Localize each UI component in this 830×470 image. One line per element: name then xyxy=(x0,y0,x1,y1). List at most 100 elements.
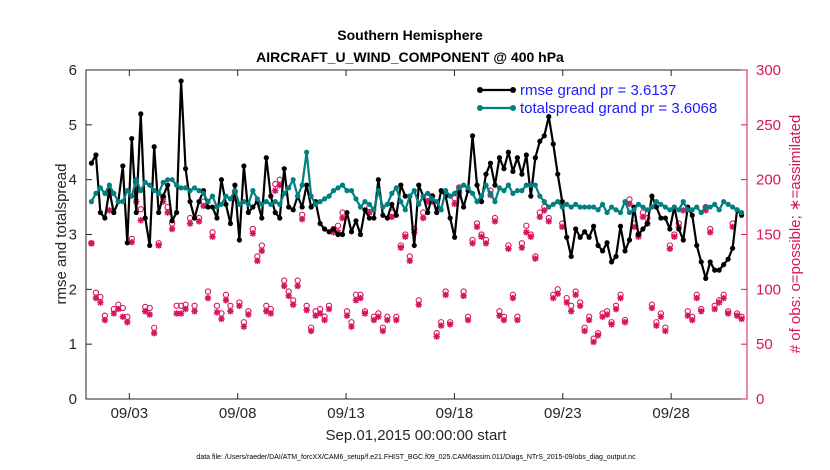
x-tick-label: 09/18 xyxy=(436,405,474,422)
rmse-point xyxy=(263,155,269,161)
rmse-point xyxy=(362,207,368,213)
totalspread-point xyxy=(353,196,359,202)
x-tick-label: 09/28 xyxy=(652,405,690,422)
totalspread-point xyxy=(295,193,301,199)
rmse-point xyxy=(608,259,615,265)
rmse-point xyxy=(366,215,373,221)
totalspread-point xyxy=(725,201,731,207)
rmse-point xyxy=(510,168,516,175)
rmse-point xyxy=(93,152,99,158)
rmse-point xyxy=(541,133,547,139)
y2-tick-label: 300 xyxy=(756,62,781,79)
totalspread-point xyxy=(120,199,126,205)
totalspread-point xyxy=(447,193,453,199)
rmse-point xyxy=(277,215,283,221)
rmse-point xyxy=(725,256,731,262)
totalspread-point xyxy=(254,196,260,202)
totalspread-point xyxy=(277,201,283,207)
rmse-point xyxy=(577,234,583,240)
legend-spread-label: totalspread grand pr = 3.6068 xyxy=(520,100,717,117)
rmse-point xyxy=(129,135,135,142)
assimilated-obs-marker xyxy=(536,213,544,221)
assimilated-obs-marker xyxy=(594,332,602,339)
assimilated-obs-marker xyxy=(267,310,274,317)
rmse-point xyxy=(174,209,180,216)
totalspread-point xyxy=(160,179,166,186)
totalspread-point xyxy=(411,188,417,194)
totalspread-point xyxy=(259,201,265,207)
assimilated-obs-marker xyxy=(446,321,454,328)
assimilated-obs-marker xyxy=(617,294,624,302)
y-axis-ticks: 0 1 2 3 4 5 6 xyxy=(69,62,92,408)
rmse-point xyxy=(667,226,673,232)
assimilated-obs-marker xyxy=(424,198,431,205)
totalspread-point xyxy=(734,207,740,213)
rmse-point xyxy=(317,220,323,227)
totalspread-point xyxy=(738,209,745,216)
rmse-point xyxy=(730,245,736,251)
assimilated-obs-marker xyxy=(527,233,535,240)
rmse-point xyxy=(716,267,722,273)
totalspread-point xyxy=(384,201,390,207)
rmse-point xyxy=(635,231,642,238)
rmse-point xyxy=(348,229,355,235)
totalspread-point xyxy=(519,188,525,194)
totalspread-point xyxy=(362,199,368,205)
totalspread-point xyxy=(263,199,269,205)
chart-subtitle: AIRCRAFT_U_WIND_COMPONENT @ 400 hPa xyxy=(256,49,564,65)
totalspread-point xyxy=(142,179,148,186)
assimilated-obs-marker xyxy=(698,308,705,315)
y-tick-label: 0 xyxy=(69,391,77,408)
totalspread-point xyxy=(133,177,139,183)
y2-tick-label: 0 xyxy=(756,391,764,408)
totalspread-point xyxy=(402,207,408,213)
totalspread-point xyxy=(348,188,355,194)
rmse-point xyxy=(232,182,238,188)
assimilated-obs-marker xyxy=(608,321,615,328)
assimilated-obs-marker xyxy=(738,315,745,323)
assimilated-obs-marker xyxy=(733,312,741,319)
totalspread-point xyxy=(88,199,95,205)
totalspread-point xyxy=(443,188,449,194)
totalspread-point xyxy=(317,199,323,205)
totalspread-point xyxy=(187,188,193,194)
assimilated-obs-marker xyxy=(442,291,449,299)
assimilated-obs-marker xyxy=(316,310,324,317)
totalspread-point xyxy=(313,201,319,207)
totalspread-point xyxy=(308,193,314,199)
rmse-point xyxy=(550,141,556,147)
assimilated-obs-marker xyxy=(88,240,95,247)
totalspread-point xyxy=(366,201,373,207)
assimilated-obs-marker xyxy=(621,319,629,326)
chart-title: Southern Hemisphere xyxy=(337,27,483,43)
totalspread-point xyxy=(694,204,700,210)
totalspread-point xyxy=(653,199,659,205)
assimilated-obs-marker xyxy=(240,323,248,330)
totalspread-point xyxy=(169,177,175,183)
rmse-point xyxy=(501,166,507,172)
totalspread-point xyxy=(326,193,332,199)
assimilated-obs-marker xyxy=(213,309,221,316)
rmse-point xyxy=(97,209,103,216)
rmse-point xyxy=(299,204,305,210)
assimilated-obs-marker xyxy=(420,214,427,222)
assimilated-obs-marker xyxy=(415,301,422,308)
totalspread-point xyxy=(680,199,686,205)
rmse-point xyxy=(205,204,211,210)
rmse-point xyxy=(138,111,144,117)
assimilated-obs-marker xyxy=(222,297,230,304)
assimilated-obs-marker xyxy=(711,305,718,313)
rmse-point xyxy=(326,229,332,235)
totalspread-point xyxy=(214,204,220,210)
rmse-point xyxy=(411,242,417,249)
rmse-point xyxy=(182,166,189,172)
totalspread-point xyxy=(599,201,606,207)
assimilated-obs-marker xyxy=(370,316,378,324)
assimilated-obs-marker xyxy=(227,308,234,315)
rmse-point xyxy=(658,215,664,221)
assimilated-obs-marker xyxy=(626,200,633,207)
totalspread-point xyxy=(344,188,350,194)
assimilated-obs-marker xyxy=(330,229,337,236)
totalspread-point xyxy=(528,182,534,188)
totalspread-point xyxy=(174,182,180,188)
